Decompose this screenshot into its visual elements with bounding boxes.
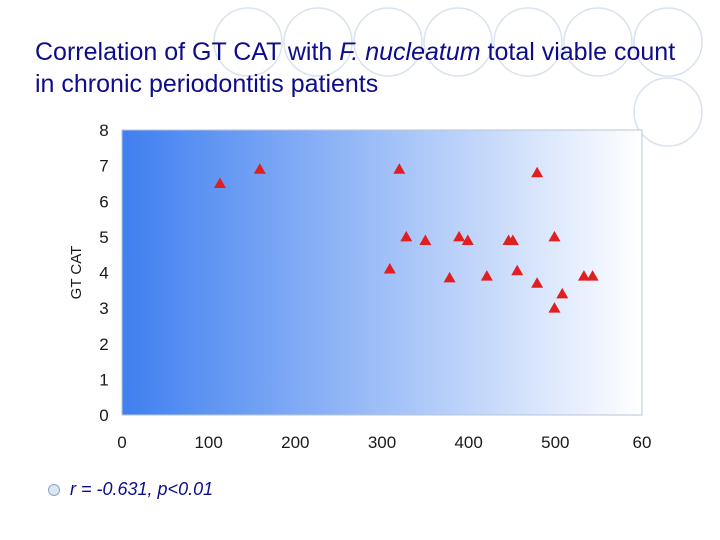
decor-circle — [423, 7, 493, 77]
title-species-name: F. nucleatum — [339, 38, 481, 66]
data-point — [461, 234, 474, 245]
y-tick-label: 4 — [99, 264, 108, 283]
data-point — [556, 287, 569, 299]
decor-circle — [563, 7, 633, 77]
data-point — [480, 270, 493, 281]
y-tick-label: 8 — [99, 121, 108, 140]
y-tick-label: 7 — [99, 157, 108, 176]
x-tick-label: 0 — [117, 433, 126, 452]
statistics-bullet: r = -0.631, p<0.01 — [48, 479, 213, 500]
bullet-icon — [48, 483, 60, 496]
x-tick-label: 100 — [194, 433, 222, 452]
slide-title: Correlation of GT CAT with F. nucleatum … — [35, 36, 695, 100]
data-point — [548, 302, 561, 313]
data-point — [586, 270, 599, 281]
correlation-stat: r = -0.631, p<0.01 — [70, 479, 214, 499]
data-point — [453, 230, 466, 242]
data-point — [393, 163, 406, 174]
y-tick-label: 6 — [99, 192, 108, 211]
decor-circle — [633, 77, 703, 147]
y-tick-label: 1 — [99, 370, 108, 389]
data-point — [213, 177, 226, 188]
decor-circle — [493, 7, 563, 77]
x-tick-label: 500 — [541, 433, 569, 452]
x-tick-label: 400 — [454, 433, 482, 452]
y-axis-label: GT CAT — [68, 246, 85, 300]
decor-circle — [283, 7, 353, 77]
plot-area — [121, 129, 643, 416]
y-tick-label: 0 — [99, 406, 108, 425]
data-point — [531, 166, 544, 178]
decor-circle — [213, 7, 283, 77]
data-point — [506, 234, 519, 245]
data-point — [419, 234, 432, 245]
data-point — [443, 271, 456, 283]
y-tick-label: 5 — [99, 228, 108, 247]
data-point — [577, 270, 590, 281]
x-tick-label: 300 — [368, 433, 396, 452]
y-tick-label: 3 — [99, 299, 108, 318]
data-point — [383, 262, 396, 274]
x-tick-label: 200 — [281, 433, 309, 452]
decor-circle — [633, 7, 703, 77]
y-tick-label: 2 — [99, 335, 108, 354]
data-point — [511, 264, 524, 276]
title-text-end: total viable count in chronic periodonti… — [35, 38, 676, 98]
data-point — [548, 230, 561, 242]
data-point — [400, 230, 413, 242]
data-point — [253, 163, 266, 174]
x-tick-label: 60 — [633, 433, 652, 452]
title-text-start: Correlation of GT CAT with — [35, 38, 340, 66]
data-point — [531, 277, 544, 288]
decor-circle — [353, 7, 423, 77]
